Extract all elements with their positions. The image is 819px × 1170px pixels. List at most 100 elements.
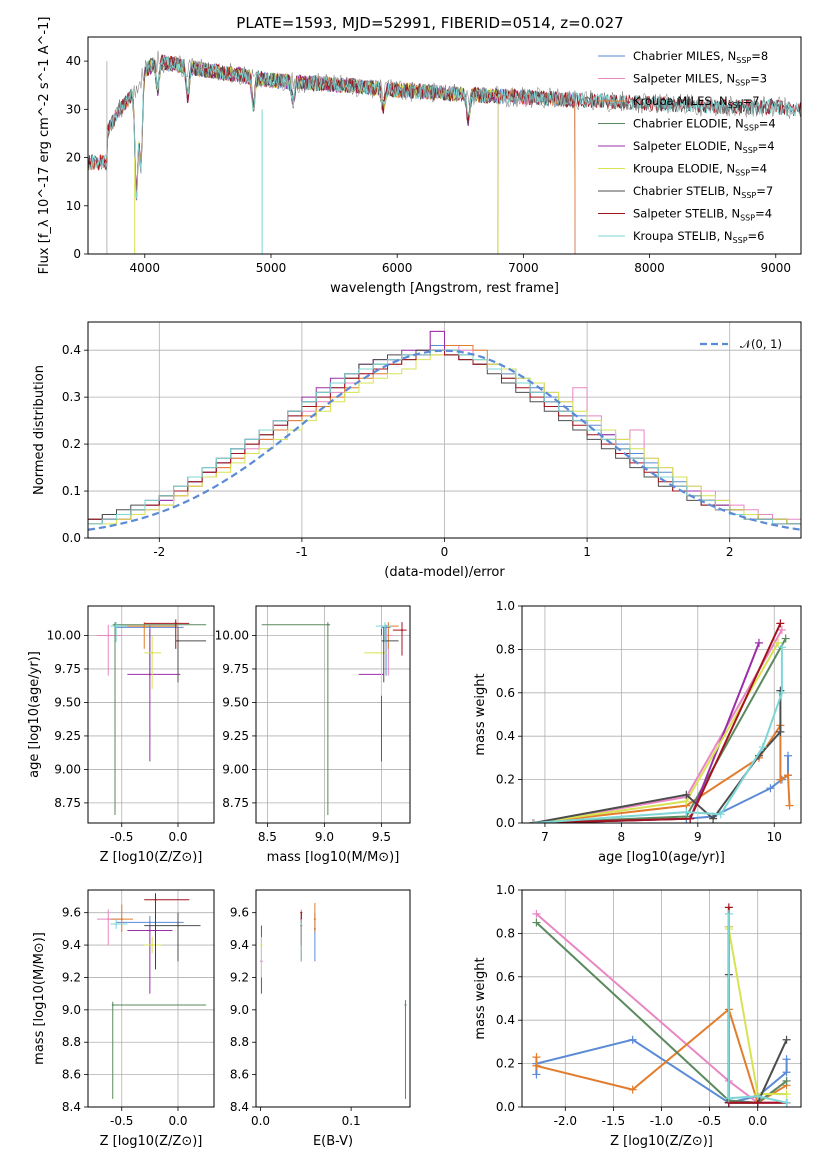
- data-point: [382, 639, 385, 642]
- panel-spectrum: 4000 5000 6000 7000 8000 9000 0 10 20 30 40 wavelen…: [37, 17, 802, 296]
- y-tick-label: 9.4: [62, 938, 81, 952]
- panel-residuals: -2 -1 0 1 2 0.0 0.1 0.2 0.3 0.4 (data-model)/error…: [32, 321, 802, 580]
- x-tick-label: 0.0: [748, 1114, 767, 1128]
- weight-marker: [776, 619, 785, 628]
- x-axis-label: Z [log10(Z/Z⊙)]: [610, 1134, 713, 1149]
- y-tick-label: 9.0: [62, 1003, 81, 1017]
- legend-nssp: 7: [766, 184, 773, 198]
- y-axis-label: mass weight: [473, 957, 488, 1039]
- legend-nssp: 4: [765, 207, 772, 221]
- weight-line: [533, 647, 783, 823]
- legend-prefix: , N: [719, 72, 735, 86]
- y-tick-label: 8.75: [222, 796, 249, 810]
- y-tick-label: 0.0: [496, 1100, 515, 1114]
- y-tick-label: 8.75: [54, 796, 81, 810]
- legend-label: Chabrier ELODIE, NSSP=4: [633, 117, 776, 133]
- weight-line: [533, 690, 782, 823]
- y-tick-label: 0: [73, 247, 81, 261]
- data-point: [380, 651, 383, 654]
- legend-nssp: 4: [767, 139, 774, 153]
- observed-spectrum: [106, 50, 795, 140]
- legend-label: Kroupa STELIB, NSSP=6: [633, 229, 765, 245]
- y-tick-label: 0.3: [62, 390, 81, 404]
- legend-subscript: SSP: [744, 124, 759, 133]
- y-tick-label: 9.6: [62, 906, 81, 920]
- data-point: [154, 898, 157, 901]
- panel-age_vs_Z: -0.5 0.0 8.75 9.00 9.25 9.50 9.75 10.00 Z [log10…: [27, 605, 215, 865]
- data-point: [114, 623, 116, 626]
- weight-marker: [777, 625, 786, 634]
- y-tick-label: 0.1: [62, 484, 81, 498]
- weight-line: [533, 642, 779, 823]
- legend-name: Kroupa MILES: [633, 94, 712, 108]
- panel-weight_vs_Z: -2.0 -1.5 -1.0 -0.5 0.0 0.0 0.2 0.4 0.6 0.8 1.0 Z […: [473, 883, 802, 1149]
- plot-area-age_vs_mass: [261, 622, 407, 815]
- y-tick-label: 9.50: [54, 695, 81, 709]
- panel-age_vs_mass: 8.5 9.0 9.5 8.75 9.00 9.25 9.50 9.75 10.00 mass […: [215, 605, 411, 865]
- y-tick-label: 9.0: [230, 1003, 249, 1017]
- x-tick-label: 8.5: [258, 830, 277, 844]
- x-tick-label: 0.0: [168, 830, 187, 844]
- weight-marker: [532, 1053, 541, 1062]
- y-axis-label: Normed distribution: [32, 365, 47, 495]
- y-tick-label: 9.2: [62, 970, 81, 984]
- plot-area-mass_vs_Z: [97, 893, 207, 1099]
- weight-marker: [709, 814, 718, 823]
- weight-marker: [532, 1070, 541, 1079]
- y-tick-label: 40: [66, 54, 81, 68]
- legend-label: Salpeter MILES, NSSP=3: [633, 72, 767, 88]
- legend-prefix: , N: [728, 117, 744, 131]
- x-tick-label: -1: [296, 545, 308, 559]
- x-tick-label: -0.5: [110, 830, 133, 844]
- y-tick-label: 9.6: [230, 906, 249, 920]
- legend-name: Kroupa STELIB: [633, 229, 717, 243]
- legend-prefix: , N: [712, 94, 728, 108]
- legend-prefix: , N: [727, 139, 743, 153]
- data-point: [177, 639, 179, 642]
- y-tick-label: 9.00: [222, 762, 249, 776]
- x-tick-label: 0.1: [342, 1114, 361, 1128]
- legend-subscript: SSP: [743, 146, 758, 155]
- weight-marker: [784, 771, 793, 780]
- x-tick-label: 9000: [760, 261, 791, 275]
- x-tick-label: 10: [767, 830, 782, 844]
- legend-eq: =: [755, 207, 765, 221]
- data-point: [151, 651, 154, 654]
- plot-area-residuals: [88, 330, 801, 538]
- data-point: [115, 923, 118, 926]
- legend-eq: =: [758, 139, 768, 153]
- weight-marker: [724, 909, 733, 918]
- plot-area-mass_vs_ebv: [260, 902, 407, 1099]
- legend-nssp: 4: [760, 162, 767, 176]
- weight-line: [533, 638, 787, 823]
- legend-label: Salpeter ELODIE, NSSP=4: [633, 139, 775, 155]
- plot-area-spectrum: [88, 50, 801, 254]
- weight-marker: [782, 1076, 791, 1085]
- x-tick-label: 0.0: [168, 1114, 187, 1128]
- weight-marker: [776, 775, 785, 784]
- legend-subscript: SSP: [735, 79, 750, 88]
- legend-subscript: SSP: [728, 101, 743, 110]
- normal-curve: [88, 349, 801, 531]
- data-point: [120, 918, 123, 921]
- y-tick-label: 30: [66, 102, 81, 116]
- x-tick-label: -1.5: [602, 1114, 625, 1128]
- y-tick-label: 8.8: [62, 1035, 81, 1049]
- x-tick-label: 9.0: [315, 830, 334, 844]
- y-tick-label: 9.25: [222, 729, 249, 743]
- x-axis-label: mass [log10(M/M⊙)]: [267, 850, 400, 865]
- weight-marker: [782, 1089, 791, 1098]
- x-tick-label: -0.5: [110, 1114, 133, 1128]
- y-tick-label: 9.25: [54, 729, 81, 743]
- legend-name: Kroupa ELODIE: [633, 162, 719, 176]
- weight-marker: [532, 909, 541, 918]
- legend-name: Chabrier MILES: [633, 49, 720, 63]
- y-tick-label: 0.8: [496, 926, 515, 940]
- weight-line: [533, 629, 783, 823]
- data-point: [107, 634, 110, 637]
- y-tick-label: 0.4: [496, 1013, 515, 1027]
- x-tick-label: 8000: [634, 261, 665, 275]
- axes-frame: [87, 321, 802, 539]
- y-tick-label: 1.0: [496, 883, 515, 897]
- y-tick-label: 0.0: [496, 816, 515, 830]
